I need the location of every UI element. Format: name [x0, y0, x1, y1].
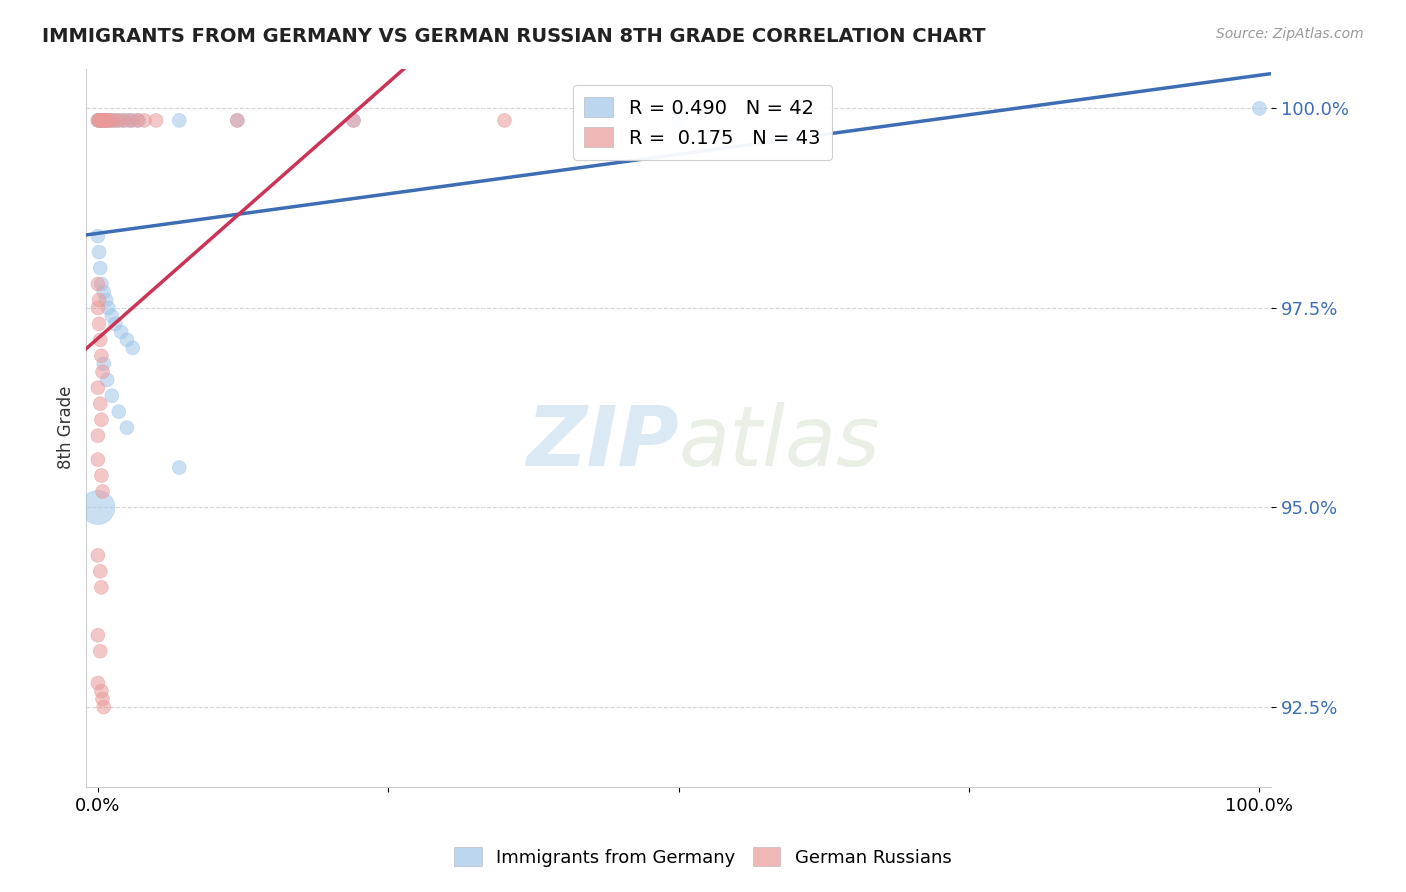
Point	[91, 113, 114, 128]
Point	[90, 113, 112, 128]
Point	[87, 549, 110, 563]
Point	[94, 113, 117, 128]
Point	[87, 500, 110, 515]
Point	[87, 301, 110, 315]
Point	[101, 113, 124, 128]
Point	[89, 565, 111, 579]
Point	[87, 277, 110, 291]
Point	[101, 113, 124, 128]
Point	[90, 580, 112, 594]
Point	[89, 113, 111, 128]
Point	[87, 113, 110, 128]
Point	[98, 113, 121, 128]
Legend: Immigrants from Germany, German Russians: Immigrants from Germany, German Russians	[447, 840, 959, 874]
Point	[91, 692, 114, 706]
Point	[94, 113, 117, 128]
Point	[167, 113, 190, 128]
Point	[87, 113, 110, 128]
Point	[90, 684, 112, 698]
Point	[89, 261, 111, 276]
Text: ZIP: ZIP	[526, 401, 679, 483]
Point	[96, 373, 118, 387]
Point	[89, 113, 111, 128]
Point	[87, 317, 110, 331]
Point	[87, 229, 110, 244]
Point	[101, 309, 124, 323]
Point	[94, 113, 117, 128]
Point	[342, 113, 364, 128]
Point	[87, 113, 110, 128]
Point	[494, 113, 516, 128]
Point	[90, 468, 112, 483]
Y-axis label: 8th Grade: 8th Grade	[58, 386, 75, 469]
Text: atlas: atlas	[679, 401, 880, 483]
Point	[117, 113, 139, 128]
Point	[128, 113, 150, 128]
Point	[93, 357, 115, 371]
Point	[91, 484, 114, 499]
Legend: R = 0.490   N = 42, R =  0.175   N = 43: R = 0.490 N = 42, R = 0.175 N = 43	[572, 86, 832, 160]
Point	[167, 460, 190, 475]
Point	[342, 113, 364, 128]
Point	[104, 317, 127, 331]
Point	[87, 428, 110, 442]
Point	[89, 644, 111, 658]
Point	[87, 245, 110, 260]
Point	[93, 113, 115, 128]
Point	[96, 113, 118, 128]
Point	[90, 277, 112, 291]
Point	[127, 113, 149, 128]
Point	[115, 333, 138, 347]
Point	[112, 113, 135, 128]
Point	[110, 325, 132, 339]
Point	[115, 420, 138, 434]
Point	[97, 301, 120, 315]
Point	[98, 113, 121, 128]
Point	[668, 113, 690, 128]
Point	[134, 113, 156, 128]
Point	[1249, 102, 1271, 116]
Point	[89, 333, 111, 347]
Point	[120, 113, 142, 128]
Point	[108, 113, 131, 128]
Point	[87, 676, 110, 690]
Point	[90, 413, 112, 427]
Point	[87, 628, 110, 642]
Point	[108, 405, 131, 419]
Point	[121, 341, 143, 355]
Text: Source: ZipAtlas.com: Source: ZipAtlas.com	[1216, 27, 1364, 41]
Point	[91, 113, 114, 128]
Point	[93, 285, 115, 299]
Point	[96, 113, 118, 128]
Point	[94, 113, 117, 128]
Point	[89, 397, 111, 411]
Point	[91, 365, 114, 379]
Point	[90, 113, 112, 128]
Point	[87, 293, 110, 307]
Point	[112, 113, 135, 128]
Point	[104, 113, 127, 128]
Point	[226, 113, 249, 128]
Point	[90, 349, 112, 363]
Point	[87, 113, 110, 128]
Point	[87, 381, 110, 395]
Point	[93, 700, 115, 714]
Point	[93, 113, 115, 128]
Point	[107, 113, 129, 128]
Text: IMMIGRANTS FROM GERMANY VS GERMAN RUSSIAN 8TH GRADE CORRELATION CHART: IMMIGRANTS FROM GERMANY VS GERMAN RUSSIA…	[42, 27, 986, 45]
Point	[87, 452, 110, 467]
Point	[121, 113, 143, 128]
Point	[94, 293, 117, 307]
Point	[145, 113, 167, 128]
Point	[101, 389, 124, 403]
Point	[226, 113, 249, 128]
